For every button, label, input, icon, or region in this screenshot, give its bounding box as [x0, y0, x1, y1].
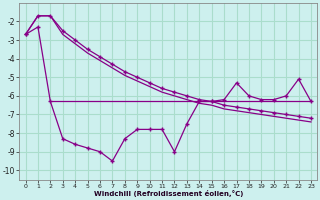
X-axis label: Windchill (Refroidissement éolien,°C): Windchill (Refroidissement éolien,°C) [93, 190, 243, 197]
